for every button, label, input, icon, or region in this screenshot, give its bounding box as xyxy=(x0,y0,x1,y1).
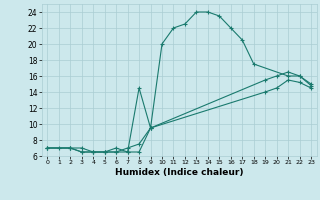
X-axis label: Humidex (Indice chaleur): Humidex (Indice chaleur) xyxy=(115,168,244,177)
